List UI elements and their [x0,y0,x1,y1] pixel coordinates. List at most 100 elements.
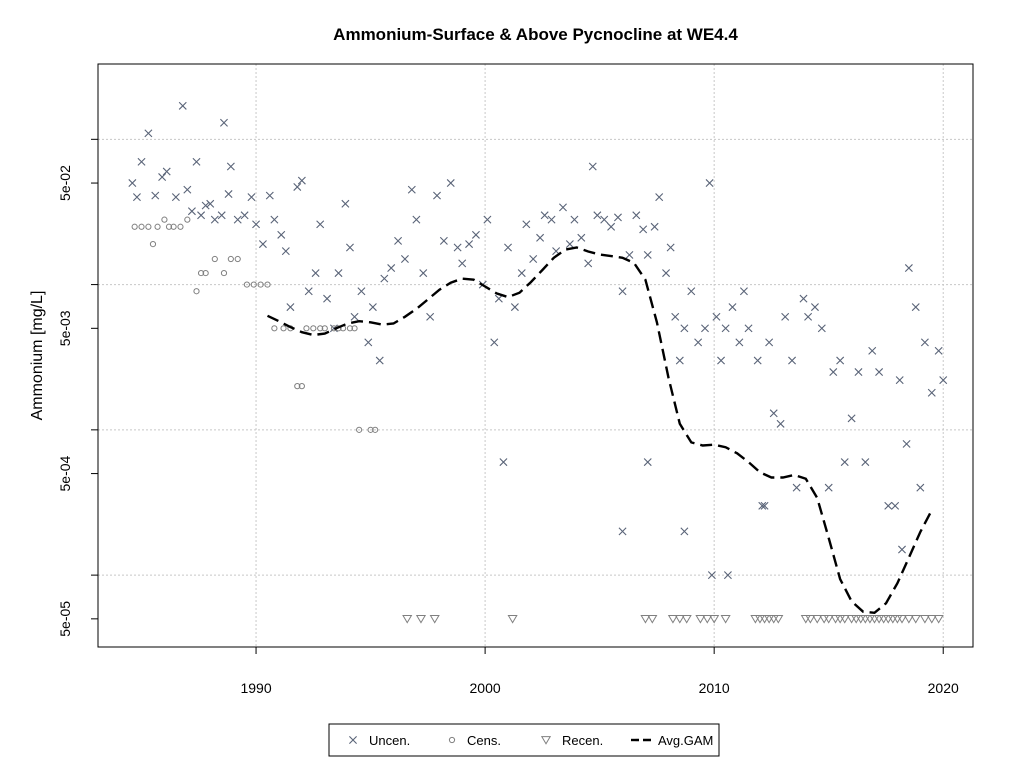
data-point [823,614,834,624]
data-point [919,614,930,624]
data-point [178,101,187,110]
legend-marker [540,736,552,745]
data-point [197,211,206,220]
data-point [522,220,531,229]
data-point [529,255,538,263]
data-point [717,356,726,365]
data-point [433,191,441,200]
y-tick-label: 5e-02 [57,165,73,201]
data-point [317,325,324,332]
series-cens- [131,216,379,433]
x-tick-label: 2000 [470,680,501,696]
data-point [439,236,448,245]
data-point [151,191,160,200]
data-point [170,223,177,230]
data-point [144,129,153,138]
data-point [824,483,833,492]
data-point [303,325,310,332]
data-point [243,281,250,288]
data-point [394,236,403,245]
y-tick-label: 5e-04 [57,455,73,491]
data-point [346,325,354,332]
chart-title: Ammonium-Surface & Above Pycnocline at W… [333,25,738,44]
data-point [310,325,317,332]
data-point [839,614,850,624]
data-point [368,303,377,312]
data-point [350,312,359,321]
data-point [193,288,200,295]
data-point [206,199,215,208]
data-point [675,356,684,365]
data-point [499,458,508,467]
data-point [419,269,428,278]
y-axis-label: Ammonium [mg/L] [29,291,46,421]
data-point [540,211,549,220]
data-point [270,215,279,224]
data-point [280,325,287,332]
data-point [220,269,228,277]
data-point [128,179,137,188]
data-point [701,324,709,333]
x-tick-label: 2010 [699,680,730,696]
data-point [902,439,911,448]
data-point [805,614,816,624]
data-point [252,220,261,229]
data-point [799,294,808,303]
data-point [187,207,196,216]
data-point [817,324,826,333]
legend-label: Cens. [467,733,501,748]
data-point [939,376,948,385]
data-point [483,215,492,224]
data-point [607,222,616,231]
data-point [804,312,813,321]
data-point [625,250,634,259]
data-point [145,223,152,230]
data-point [517,269,526,278]
data-point [171,193,180,202]
data-point [177,223,184,230]
data-point [933,614,944,624]
data-point [687,287,696,296]
data-point [536,233,545,242]
plot-frame [97,63,974,648]
data-point [161,216,168,223]
data-point [781,312,790,321]
data-point [753,356,762,365]
x-tick-label: 2020 [928,680,959,696]
data-point [271,325,278,332]
data-point [375,356,384,365]
data-point [671,312,680,321]
data-point [211,255,218,263]
data-point [765,338,774,347]
data-point [321,325,328,332]
y-tick-label: 5e-05 [57,601,73,637]
data-point [655,193,664,202]
data-point [702,614,713,624]
data-point [400,255,409,263]
data-point [138,223,145,230]
legend: Uncen. Cens. Recen. Avg.GAM [328,723,720,757]
data-point [667,614,679,624]
legend-label: Uncen. [369,733,410,748]
data-point [926,614,937,624]
data-point [162,167,171,176]
data-point [131,223,138,230]
series-uncen- [128,101,948,580]
data-point [584,259,593,268]
data-point [836,356,845,365]
data-point [504,243,513,252]
legend-marker [349,736,357,744]
data-point [387,264,396,273]
data-point [812,614,823,624]
data-point [662,269,671,278]
data-point [643,458,652,467]
data-point [680,324,689,333]
data-point [613,213,622,222]
series-avg-gam [266,246,933,615]
data-point [810,303,819,312]
data-point [329,324,338,333]
data-point [201,201,210,210]
data-point [356,426,363,433]
data-point [712,312,721,321]
